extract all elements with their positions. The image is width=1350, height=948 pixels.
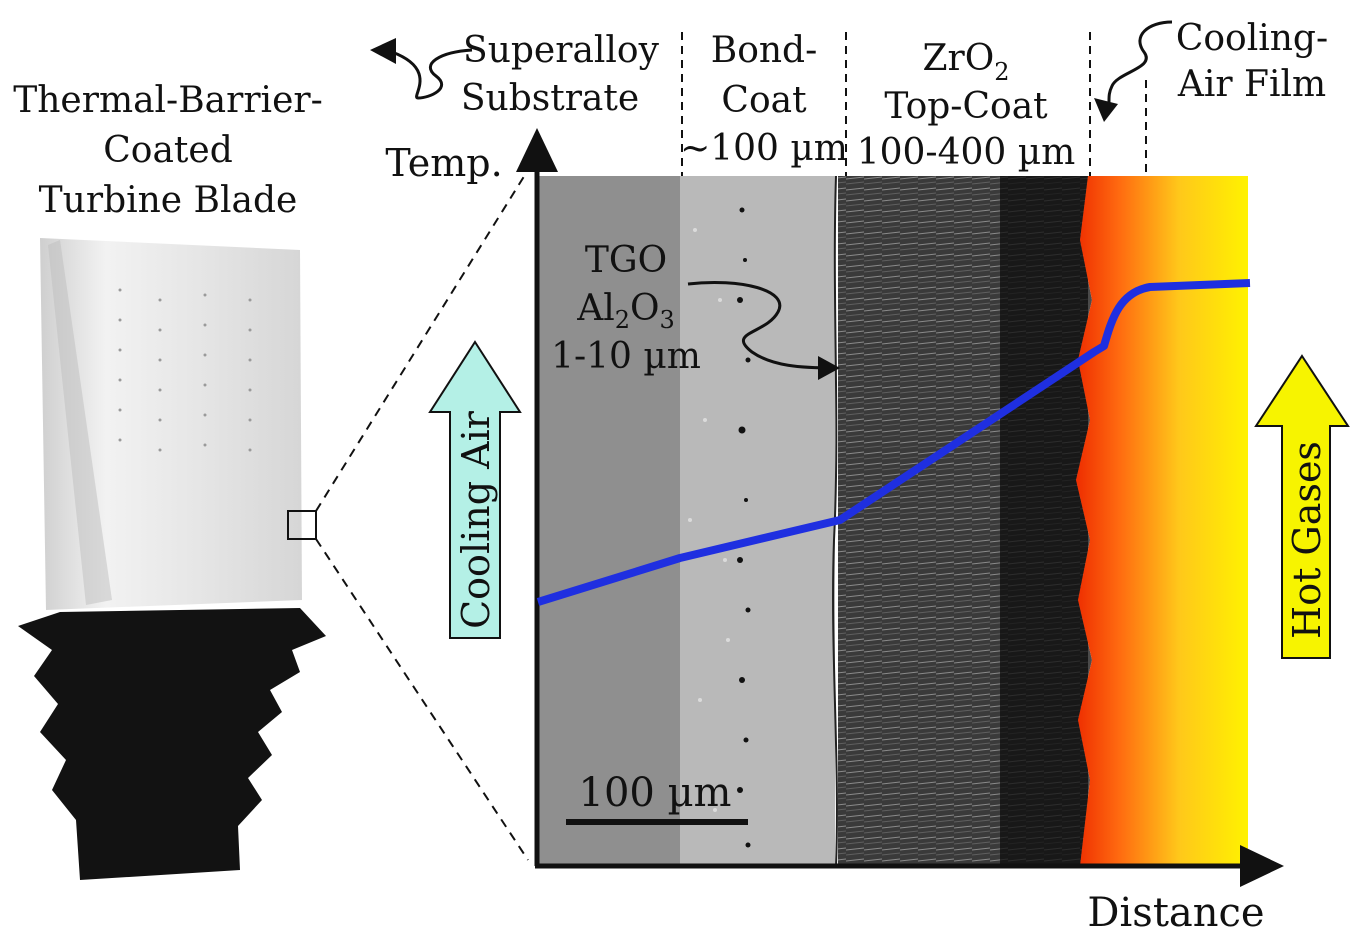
tgo-callout-arrowhead [818,356,840,380]
substrate-callout-arrowhead [370,38,396,64]
y-axis-label: Temp. [385,141,502,185]
cooling-holes [118,288,252,452]
scale-bar-label: 100 µm [579,770,732,816]
hot-gases-arrow [1254,354,1350,659]
x-axis-arrowhead [1240,845,1284,887]
turbine-blade-image [18,238,326,880]
cooling-film-label-line2: Air Film [1177,64,1326,105]
micrograph [538,175,1248,867]
hot-gas-region [1076,176,1248,866]
cooling-film-callout-arrow [1104,20,1173,113]
tgo-callout-arrow [687,280,837,370]
bondcoat-pores [737,207,751,848]
blade-edge-shadow [48,240,112,605]
topcoat-formula: ZrO2 [922,38,1009,86]
bondcoat-speckles [688,228,730,812]
bondcoat-layer [680,176,835,866]
tgo-thickness: 1-10 µm [551,336,701,377]
cooling-film-callout-arrowhead [1094,98,1118,122]
blade-airfoil [40,238,302,610]
tgo-formula: Al2O3 [576,288,675,334]
blade-label-line3: Turbine Blade [39,180,298,221]
hot-gases-label: Hot Gases [1285,441,1329,639]
topcoat-dark-edge [1000,176,1092,866]
substrate-label-line1: Superalloy [463,30,660,71]
bondcoat-label-line1: Bond- [711,30,818,71]
substrate-layer [538,176,680,866]
zoom-box [287,510,317,540]
x-axis-label: Distance [1087,890,1264,936]
bondcoat-thickness: ~100 µm [680,128,848,169]
blade-label-line2: Coated [103,130,233,171]
cooling-air-arrow [428,340,522,639]
zoom-line-top [315,169,529,512]
zoom-line-bottom [315,538,529,861]
topcoat-label: Top-Coat [884,86,1048,127]
cooling-air-label: Cooling Air [454,410,498,629]
tgo-interface [832,175,838,867]
blade-root [18,608,326,880]
cooling-film-label-line1: Cooling- [1176,18,1328,59]
y-axis-arrowhead [516,128,558,172]
blade-label-line1: Thermal-Barrier- [13,80,323,121]
tgo-label: TGO [585,240,667,281]
bondcoat-label-line2: Coat [721,80,807,121]
topcoat-thickness: 100-400 µm [857,132,1076,173]
temperature-curve [536,279,1251,606]
substrate-callout-arrow [391,48,473,100]
substrate-label-line2: Substrate [461,78,639,119]
